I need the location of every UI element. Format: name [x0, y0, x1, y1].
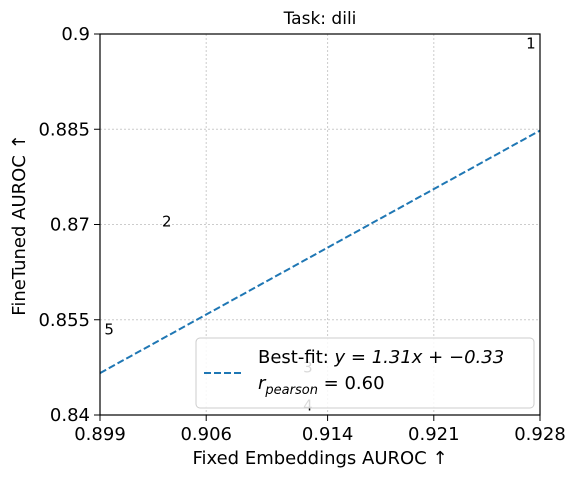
point-label-1: 1: [526, 35, 536, 53]
y-tick-label: 0.885: [38, 119, 90, 140]
point-label-5: 5: [104, 320, 114, 338]
y-tick-label: 0.87: [50, 215, 90, 236]
legend: Best-fit: y = 1.31x + −0.33 rpearson = 0…: [195, 337, 535, 409]
x-axis-label: Fixed Embeddings AUROC ↑: [192, 448, 447, 469]
chart-title: Task: dili: [283, 9, 357, 29]
y-tick-label: 0.84: [50, 405, 90, 426]
y-ticks: 0.84 0.855 0.87 0.885 0.9: [38, 24, 100, 426]
legend-r: r: [258, 373, 267, 394]
legend-r-sub: pearson: [264, 383, 318, 398]
legend-prefix: Best-fit:: [258, 347, 335, 368]
x-tick-label: 0.914: [302, 424, 354, 445]
legend-line-2: rpearson = 0.60: [258, 373, 385, 398]
y-tick-label: 0.9: [61, 24, 90, 45]
legend-equation: y = 1.31x + −0.33: [334, 347, 505, 368]
x-tick-label: 0.906: [180, 424, 232, 445]
fit-line: [99, 129, 541, 374]
x-tick-label: 0.921: [408, 424, 460, 445]
point-label-2: 2: [162, 212, 172, 230]
y-axis-label: FineTuned AUROC ↑: [9, 134, 30, 315]
legend-box: [195, 337, 535, 409]
x-tick-label: 0.928: [514, 424, 566, 445]
x-ticks: 0.899 0.906 0.914 0.921 0.928: [74, 415, 566, 445]
y-tick-label: 0.855: [38, 310, 90, 331]
legend-line-1: Best-fit: y = 1.31x + −0.33: [258, 347, 504, 368]
x-tick-label: 0.899: [74, 424, 126, 445]
legend-r-value: = 0.60: [318, 373, 385, 394]
